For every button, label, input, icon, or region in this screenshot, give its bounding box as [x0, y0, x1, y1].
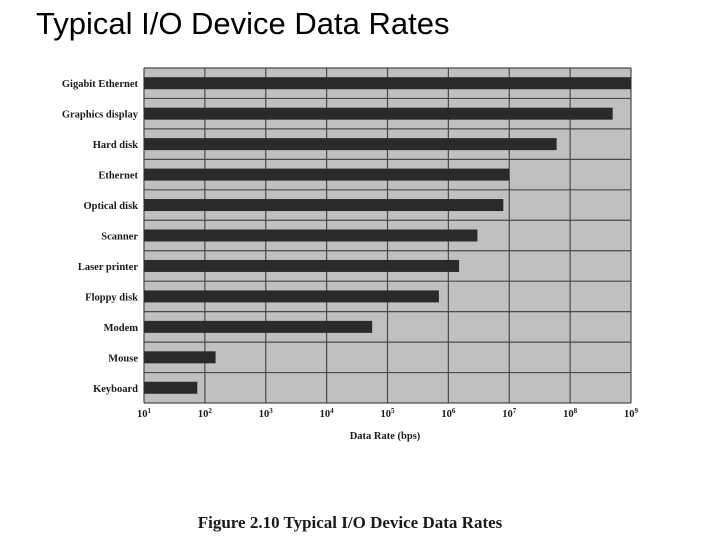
category-label: Keyboard: [93, 384, 138, 395]
x-tick-labels: 101 102 103 104 105 106 107 108 109: [137, 407, 639, 420]
bar-gigabit-ethernet: [144, 77, 631, 90]
bar-modem: [144, 320, 373, 333]
x-tick-label: 104: [320, 407, 335, 420]
bar-scanner: [144, 229, 478, 242]
category-label: Graphics display: [62, 110, 139, 121]
bar-floppy-disk: [144, 290, 439, 303]
x-tick-label: 108: [563, 407, 578, 420]
category-label: Mouse: [108, 353, 138, 364]
bar-mouse: [144, 351, 216, 364]
figure-caption: Figure 2.10 Typical I/O Device Data Rate…: [197, 513, 503, 532]
slide-title: Typical I/O Device Data Rates: [36, 6, 450, 41]
category-label: Gigabit Ethernet: [62, 79, 139, 90]
category-label: Optical disk: [83, 201, 138, 212]
x-tick-label: 107: [502, 407, 517, 420]
bars: [144, 77, 631, 394]
category-label: Modem: [104, 323, 139, 334]
category-label: Floppy disk: [85, 292, 138, 303]
x-tick-label: 103: [259, 407, 274, 420]
bar-keyboard: [144, 381, 198, 394]
x-tick-label: 102: [198, 407, 213, 420]
gridlines: [143, 67, 632, 404]
category-labels: Gigabit Ethernet Graphics display Hard dis…: [62, 79, 139, 395]
category-label: Scanner: [101, 232, 138, 243]
bar-graphics-display: [144, 107, 613, 120]
x-tick-label: 101: [137, 407, 152, 420]
category-label: Laser printer: [78, 262, 139, 273]
x-tick-label: 106: [441, 407, 456, 420]
x-tick-label: 109: [624, 407, 639, 420]
x-tick-label: 105: [381, 407, 396, 420]
category-label: Hard disk: [93, 140, 138, 151]
x-axis-title: Data Rate (bps): [350, 431, 421, 442]
bar-hard-disk: [144, 138, 557, 151]
bar-ethernet: [144, 168, 510, 181]
bar-laser-printer: [144, 259, 460, 272]
category-label: Ethernet: [98, 171, 138, 182]
bar-optical-disk: [144, 199, 504, 212]
